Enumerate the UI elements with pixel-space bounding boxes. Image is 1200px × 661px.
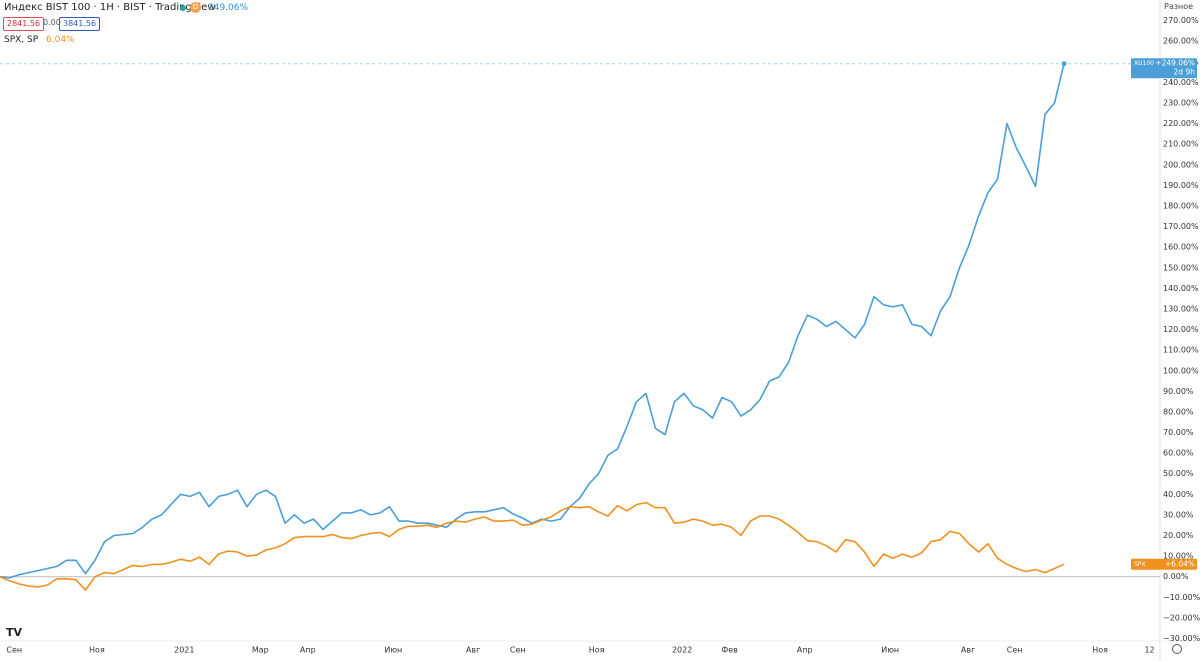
y-tick-label: 100.00% (1163, 366, 1199, 375)
tv-logo: TV (6, 626, 23, 639)
y-tick-label: 60.00% (1163, 449, 1194, 458)
y-tick-label: 230.00% (1163, 98, 1199, 107)
y-tick-label: 10.00% (1163, 552, 1194, 561)
y-tick-label: 0.00% (1163, 572, 1189, 581)
y-tick-label: 130.00% (1163, 304, 1199, 313)
y-tick-label: 190.00% (1163, 181, 1199, 190)
x-tick-label: 2022 (672, 646, 692, 655)
legend-value: 249.06% (208, 3, 249, 13)
badge-value: +6.04% (1165, 559, 1195, 568)
status-dot (180, 5, 186, 11)
chart-title: Индекс BIST 100 · 1H · BIST · TradingVie… (4, 2, 216, 13)
y-tick-label: 90.00% (1163, 387, 1194, 396)
y-tick-label: −20.00% (1163, 613, 1200, 622)
series-line (0, 501, 1065, 591)
x-tick-label: Ноя (89, 646, 105, 655)
y-tick-label: 40.00% (1163, 490, 1194, 499)
y-tick-label: 150.00% (1163, 263, 1199, 272)
y-tick-label: 80.00% (1163, 407, 1194, 416)
compare-value: 6.04% (46, 35, 75, 45)
x-tick-label: Авг (466, 646, 480, 655)
interval-badge[interactable]: D (190, 2, 201, 13)
value-badge (1131, 558, 1197, 570)
x-tick-label: 12 (1144, 646, 1154, 655)
y-tick-label: 160.00% (1163, 243, 1199, 252)
y-tick-label: 120.00% (1163, 325, 1199, 334)
y-tick-label: 270.00% (1163, 16, 1199, 25)
last-point (1061, 61, 1067, 67)
x-tick-label: Апр (797, 646, 813, 655)
y-tick-label: 170.00% (1163, 222, 1199, 231)
y-tick-label: −10.00% (1163, 593, 1200, 602)
badge-countdown: 2d 9h (1174, 68, 1196, 77)
x-tick-label: Апр (300, 646, 316, 655)
x-tick-label: Сен (510, 646, 526, 655)
compare-label: SPX, SP (4, 35, 39, 45)
y-tick-label: 20.00% (1163, 531, 1194, 540)
settings-icon[interactable] (1172, 644, 1182, 654)
y-tick-label: 260.00% (1163, 37, 1199, 46)
y-tick-label: 210.00% (1163, 140, 1199, 149)
y-tick-label: 70.00% (1163, 428, 1194, 437)
y-tick-label: −30.00% (1163, 634, 1200, 643)
x-tick-label: Ноя (1092, 646, 1108, 655)
y-tick-label: 140.00% (1163, 284, 1199, 293)
scale-mode[interactable]: Разное (1164, 2, 1194, 11)
series-line (0, 63, 1065, 579)
price-box: 3841.56 (59, 17, 101, 31)
x-tick-label: Ноя (589, 646, 605, 655)
price-box: 0.00 (43, 18, 61, 27)
x-tick-label: Сен (1007, 646, 1023, 655)
y-tick-label: 50.00% (1163, 469, 1194, 478)
x-tick-label: Мар (252, 646, 269, 655)
y-tick-label: 200.00% (1163, 160, 1199, 169)
x-tick-label: 2021 (174, 646, 194, 655)
x-tick-label: Сен (6, 646, 22, 655)
x-tick-label: Июн (384, 646, 402, 655)
y-tick-label: 220.00% (1163, 119, 1199, 128)
x-tick-label: Авг (961, 646, 975, 655)
y-tick-label: 30.00% (1163, 510, 1194, 519)
value-badge (1131, 58, 1197, 79)
y-tick-label: 240.00% (1163, 78, 1199, 87)
y-tick-label: 110.00% (1163, 346, 1199, 355)
badge-name: SPX (1134, 561, 1146, 568)
x-tick-label: Июн (881, 646, 899, 655)
badge-name: XU100 (1134, 60, 1154, 67)
y-tick-label: 180.00% (1163, 201, 1199, 210)
badge-value: +249.06% (1155, 59, 1195, 68)
x-tick-label: Фев (721, 646, 738, 655)
price-box: 2841.56 (3, 17, 45, 31)
